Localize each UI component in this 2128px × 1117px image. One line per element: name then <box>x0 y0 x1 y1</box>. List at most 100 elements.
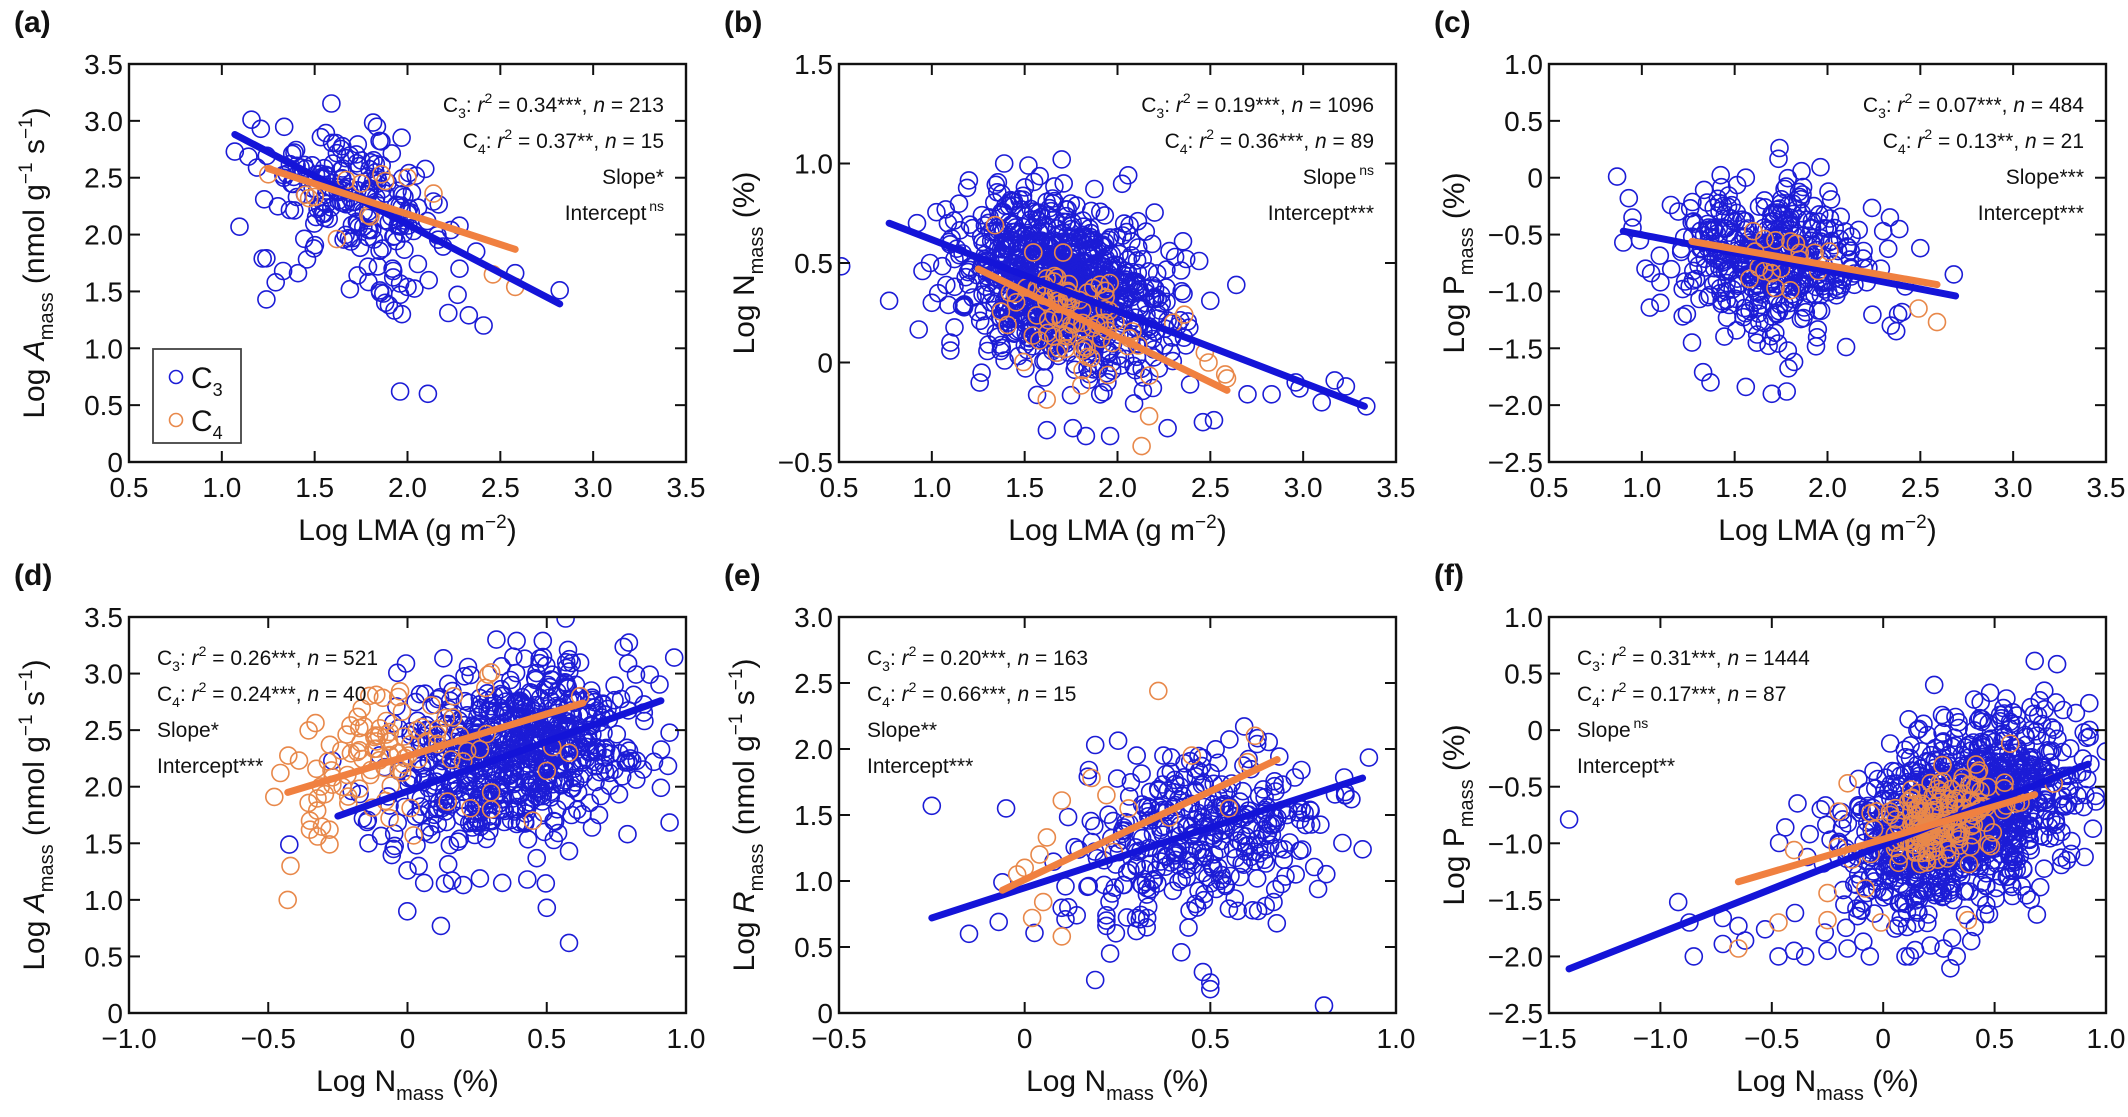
data-point-c3 <box>440 835 460 855</box>
annotation-test: Slope** <box>867 719 937 742</box>
data-point-c3 <box>1061 385 1081 405</box>
annotation-r-superscript: 2 <box>485 90 493 106</box>
plot-area <box>1607 138 1964 404</box>
y-axis-title-subscript: mass <box>746 227 768 275</box>
data-point-c3 <box>1097 905 1116 925</box>
data-point-c3 <box>1769 301 1789 321</box>
data-point-c3 <box>1889 916 1908 935</box>
x-axis-title-text: (%) <box>1154 1065 1209 1098</box>
data-point-c3 <box>1715 219 1734 238</box>
data-point-c3 <box>336 225 355 245</box>
data-point-c3 <box>540 715 560 735</box>
data-point-c3 <box>1052 898 1071 918</box>
data-point-c3 <box>658 756 678 776</box>
y-tick-label: 3.5 <box>84 602 123 633</box>
data-point-c4 <box>1871 913 1891 932</box>
data-point-c3 <box>1947 947 1966 966</box>
annotation-r-superscript: 2 <box>1183 90 1191 106</box>
data-point-c3 <box>2003 702 2023 722</box>
data-point-c3 <box>1986 854 2006 873</box>
data-point-c4 <box>1901 780 1921 799</box>
data-point-c3 <box>1173 232 1193 251</box>
data-point-c3 <box>1911 238 1930 258</box>
annotation-label: Intercept <box>157 755 239 778</box>
data-point-c3 <box>1941 958 1960 978</box>
data-point-c3 <box>2080 693 2099 713</box>
data-point-c3 <box>1290 810 1310 830</box>
y-tick-label: 1.0 <box>1504 602 1543 633</box>
data-point-c3 <box>2032 714 2052 734</box>
plot-area <box>1559 651 2106 978</box>
annotation-r: r <box>192 683 200 706</box>
data-point-c3 <box>1736 168 1756 187</box>
data-point-c3 <box>2007 706 2026 725</box>
data-point-c4 <box>390 681 410 701</box>
data-point-c4 <box>264 787 284 807</box>
data-point-c3 <box>1933 723 1952 743</box>
data-point-c3 <box>1117 222 1136 242</box>
data-point-c3 <box>2045 720 2064 740</box>
data-point-c4 <box>278 890 298 910</box>
data-point-c3 <box>2052 822 2071 842</box>
annotation-r-superscript: 2 <box>1619 643 1627 659</box>
data-point-c3 <box>409 856 428 876</box>
data-point-c3 <box>1651 293 1670 313</box>
data-point-c3 <box>1754 218 1773 238</box>
data-point-c3 <box>1878 239 1898 259</box>
data-point-c3 <box>1168 843 1187 863</box>
data-point-c3 <box>2042 718 2061 737</box>
legend-label-text: C <box>191 362 213 395</box>
annotation-r-superscript: 2 <box>909 679 917 695</box>
data-point-c3 <box>470 869 490 888</box>
x-tick-label: −1.5 <box>1521 1023 1576 1054</box>
data-point-c3 <box>359 272 378 292</box>
data-point-c3 <box>562 653 582 673</box>
y-axis-title-text: (%) <box>1438 724 1471 779</box>
data-point-c3 <box>970 311 990 331</box>
data-point-c3 <box>1105 878 1124 898</box>
x-tick-label: 0.5 <box>110 472 149 503</box>
data-point-c3 <box>1636 259 1655 279</box>
y-tick-label: 1.0 <box>1504 49 1543 80</box>
data-point-c3 <box>2021 840 2040 860</box>
data-point-c4 <box>289 751 309 770</box>
annotation-group-subscript: 3 <box>1878 105 1886 121</box>
data-point-c3 <box>988 173 1008 192</box>
data-point-c3 <box>690 668 707 685</box>
annotation-text: : <box>180 647 192 670</box>
data-point-c3 <box>1122 246 1141 265</box>
data-point-c4 <box>1942 779 1961 799</box>
data-point-c3 <box>1243 900 1262 920</box>
x-axis-title-text: ) <box>1217 514 1227 547</box>
y-axis-title-subscript: mass <box>36 844 58 892</box>
x-axis-title-superscript: −2 <box>485 512 507 533</box>
series-c3-points <box>225 94 570 404</box>
data-point-c3 <box>1979 904 1999 924</box>
data-point-c3 <box>1028 211 1048 230</box>
x-axis-title: Log Nmass (%) <box>1026 1065 1209 1105</box>
data-point-c3 <box>1133 381 1153 401</box>
data-point-c4 <box>349 718 369 738</box>
data-point-c3 <box>1697 193 1717 212</box>
data-point-c3 <box>945 318 964 337</box>
annotation-group-subscript: 3 <box>1592 658 1600 674</box>
data-point-c3 <box>516 697 536 716</box>
data-point-c3 <box>1099 805 1118 825</box>
data-point-c3 <box>1682 333 1702 352</box>
data-point-c3 <box>2001 874 2021 894</box>
y-axis-title-superscript: −1 <box>16 162 37 184</box>
data-point-c3 <box>392 128 411 147</box>
data-point-c3 <box>398 861 417 880</box>
annotation-group: C <box>157 647 172 670</box>
data-point-c3 <box>1833 880 1853 900</box>
data-point-c3 <box>1193 412 1213 432</box>
data-point-c3 <box>559 933 579 953</box>
x-tick-label: 0.5 <box>820 472 859 503</box>
y-axis-title-subscript: mass <box>1456 779 1478 827</box>
x-tick-label: 1.0 <box>1622 472 1661 503</box>
annotation-significance: * <box>211 719 219 742</box>
data-point-c3 <box>1118 263 1138 283</box>
annotation-r2-value: = 0.17***, <box>1626 683 1727 706</box>
data-point-c3 <box>591 786 611 806</box>
data-point-c3 <box>1935 708 1954 728</box>
